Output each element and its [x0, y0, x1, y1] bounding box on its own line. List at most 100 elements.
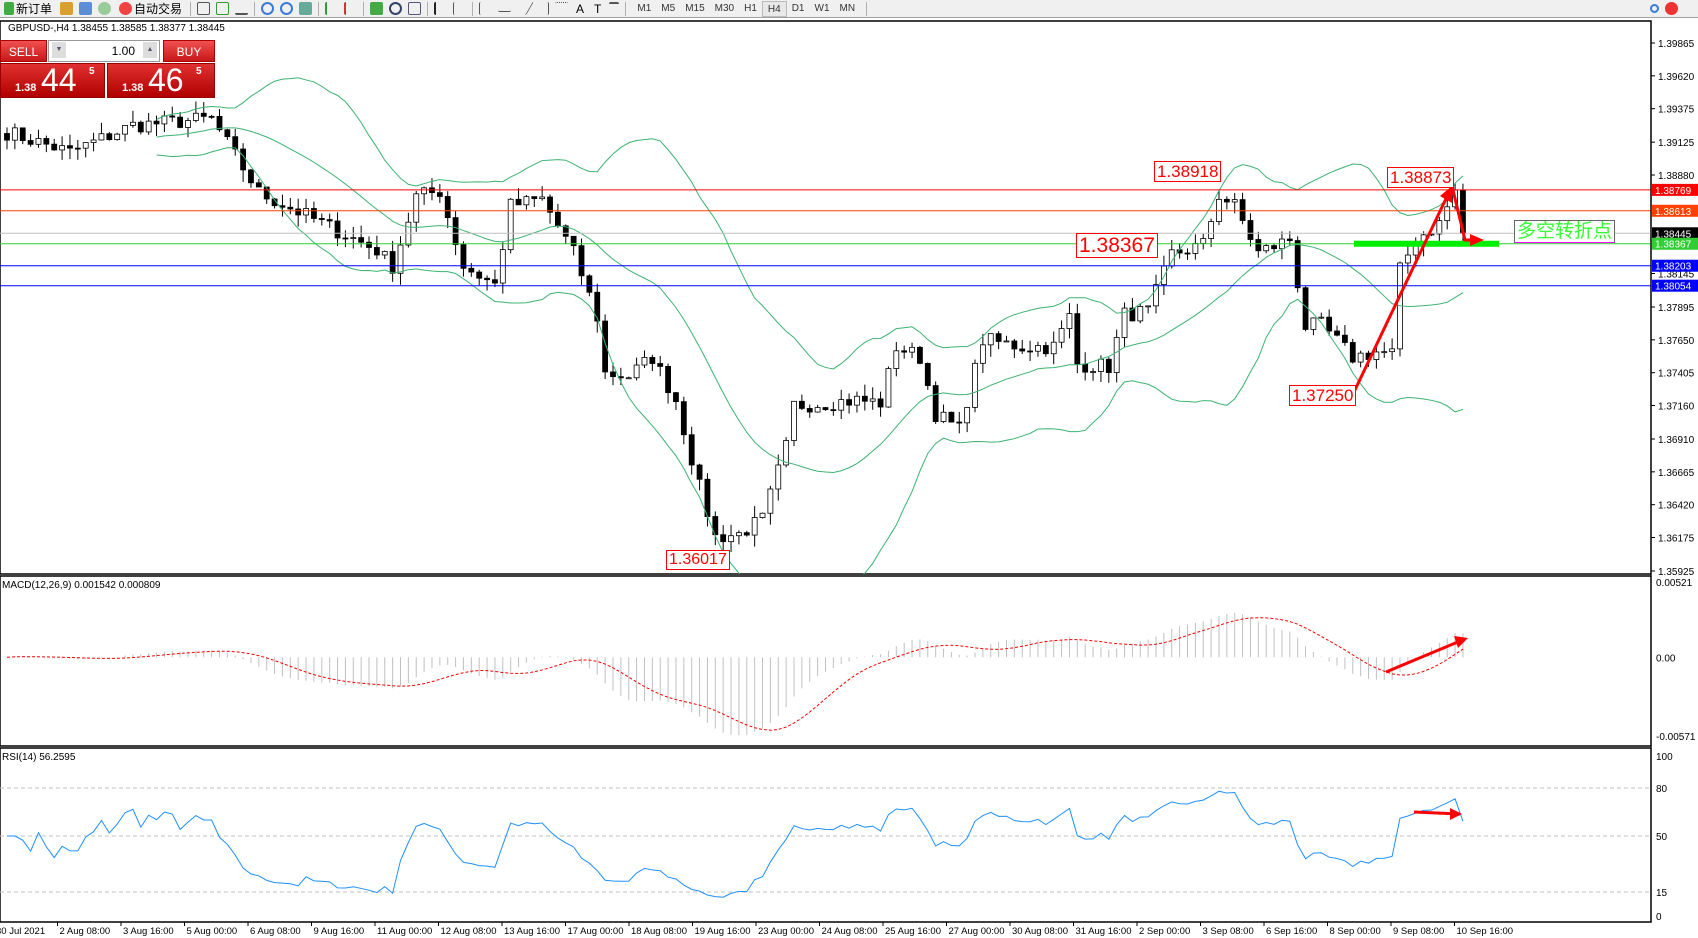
candle-body	[460, 244, 467, 269]
candle-body	[397, 244, 404, 274]
arrowhead-icon	[1454, 636, 1468, 648]
candle-body	[523, 196, 530, 206]
buy-button[interactable]: BUY	[163, 40, 215, 62]
candle-body	[1042, 345, 1049, 355]
auto-scroll-icon[interactable]	[325, 2, 338, 15]
candle-body	[1192, 242, 1199, 254]
crosshair-icon[interactable]	[453, 2, 466, 15]
equidistant-channel-icon[interactable]	[536, 2, 550, 15]
buy-price[interactable]: 1.38 46 5	[107, 62, 215, 98]
rsi-tick-label: 100	[1656, 752, 1673, 763]
price-tick-label: 1.36665	[1658, 468, 1695, 479]
timeframe-h1[interactable]: H1	[744, 2, 757, 14]
candle-body	[169, 115, 176, 118]
candle-body	[1389, 348, 1396, 353]
zoom-out-icon[interactable]	[280, 2, 294, 15]
candle-body	[932, 385, 939, 422]
candle-body	[232, 136, 239, 150]
timeframe-d1[interactable]: D1	[791, 2, 805, 14]
candle-body	[334, 220, 341, 239]
candle-body	[555, 211, 561, 227]
candle-body	[893, 350, 900, 369]
horizontal-line-icon[interactable]	[498, 5, 512, 12]
annotation-low-2[interactable]: 1.37250	[1289, 385, 1357, 406]
zoom-in-icon[interactable]	[261, 2, 275, 15]
candle-body	[673, 392, 679, 403]
candle-body	[350, 237, 357, 239]
candle-body	[1271, 245, 1277, 250]
navigator-icon[interactable]	[79, 2, 93, 15]
annotation-high-2[interactable]: 1.38873	[1387, 167, 1455, 188]
timeframe-w1[interactable]: W1	[814, 2, 830, 14]
market-watch-icon[interactable]	[60, 2, 74, 15]
line-chart-icon[interactable]	[235, 2, 249, 15]
sell-price[interactable]: 1.38 44 5	[0, 62, 105, 98]
chart-shift-icon[interactable]	[344, 2, 357, 15]
annotation-high-1[interactable]: 1.38918	[1154, 161, 1222, 182]
candle-body	[641, 357, 648, 366]
candle-body	[610, 371, 616, 378]
candle-body	[1231, 199, 1238, 203]
tile-windows-icon[interactable]	[299, 2, 313, 15]
macd-tick-label: -0.00571	[1656, 732, 1696, 743]
candle-body	[192, 112, 199, 121]
new-order-button[interactable]: 新订单	[2, 1, 54, 17]
candle-body	[153, 120, 160, 125]
timeframe-m1[interactable]: M1	[637, 2, 652, 14]
lot-increase-button[interactable]: ▲	[143, 42, 157, 58]
timeframe-m15[interactable]: M15	[685, 2, 705, 14]
candle-body	[35, 138, 42, 145]
level-price-tag	[1652, 204, 1698, 217]
annotation-low-1[interactable]: 1.36017	[666, 550, 730, 570]
candle-body	[665, 366, 671, 394]
price-tick-label: 1.39125	[1658, 138, 1695, 149]
candle-body	[240, 148, 247, 171]
candle-body	[1200, 238, 1207, 244]
lot-decrease-button[interactable]: ▼	[52, 42, 66, 58]
price-tick-label: 1.37650	[1658, 336, 1695, 347]
candle-body	[987, 333, 994, 346]
price-tick-label: 1.37405	[1658, 369, 1695, 380]
timeframe-mn[interactable]: MN	[839, 2, 856, 14]
price-tick-label: 1.38880	[1658, 171, 1695, 182]
candle-body	[869, 398, 876, 402]
candle-body	[200, 112, 207, 117]
candlestick-icon[interactable]	[216, 2, 230, 15]
candle-body	[1208, 221, 1215, 239]
templates-icon[interactable]	[408, 2, 422, 15]
text-label-icon[interactable]: T	[594, 1, 602, 16]
candle-body	[1318, 316, 1325, 319]
bar-chart-icon[interactable]	[197, 2, 211, 15]
timeframe-h4[interactable]: H4	[761, 0, 787, 17]
sell-button[interactable]: SELL	[0, 40, 47, 62]
annotation-mid-level[interactable]: 1.38367	[1076, 233, 1158, 258]
arrows-icon[interactable]	[609, 2, 620, 15]
periods-icon[interactable]	[389, 2, 403, 15]
time-label: 30 Aug 08:00	[1012, 926, 1068, 937]
rsi-tick-label: 0	[1656, 912, 1662, 923]
signal-icon[interactable]	[98, 2, 112, 15]
timeframe-m5[interactable]: M5	[661, 2, 676, 14]
candle-body	[287, 206, 294, 210]
lot-size-input[interactable]: 1.00	[48, 40, 160, 62]
search-icon[interactable]	[1650, 4, 1659, 13]
arrowhead-icon	[1450, 808, 1462, 820]
text-icon[interactable]: A	[576, 1, 585, 16]
candle-body	[98, 133, 105, 141]
indicators-icon[interactable]	[370, 2, 384, 15]
candle-body	[964, 406, 971, 424]
candle-body	[547, 196, 553, 213]
time-label: 18 Aug 08:00	[631, 926, 687, 937]
timeframe-m30[interactable]: M30	[714, 2, 735, 14]
vertical-line-icon[interactable]	[479, 2, 492, 15]
turning-point-label[interactable]: 多空转折点	[1514, 220, 1616, 243]
auto-trading-button[interactable]: 自动交易	[117, 1, 184, 17]
cursor-icon[interactable]	[434, 2, 447, 15]
level-price-label: 1.38054	[1655, 282, 1692, 293]
candle-body	[1373, 351, 1380, 360]
candle-body	[822, 407, 829, 411]
time-label: 2 Sep 00:00	[1139, 926, 1190, 937]
notifications-icon[interactable]	[1665, 2, 1678, 15]
fibonacci-icon[interactable]	[555, 2, 569, 15]
